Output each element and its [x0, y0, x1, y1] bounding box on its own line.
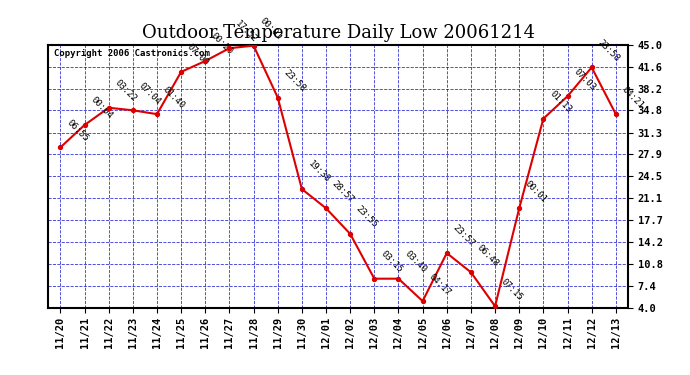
Point — [490, 303, 501, 309]
Text: 04:21: 04:21 — [620, 85, 645, 110]
Point — [248, 43, 259, 49]
Point — [79, 122, 90, 128]
Text: 07:03: 07:03 — [572, 67, 597, 92]
Point — [513, 205, 524, 211]
Text: 07:15: 07:15 — [500, 277, 524, 302]
Text: 06:48: 06:48 — [475, 243, 500, 268]
Point — [393, 276, 404, 282]
Text: 19:38: 19:38 — [306, 159, 331, 185]
Point — [127, 107, 138, 113]
Text: 06:55: 06:55 — [65, 118, 90, 143]
Text: 01:13: 01:13 — [548, 89, 573, 114]
Point — [586, 64, 597, 70]
Text: 01:40: 01:40 — [161, 85, 186, 110]
Text: 00:01: 00:01 — [524, 179, 549, 204]
Point — [610, 111, 621, 117]
Text: 07:04: 07:04 — [137, 81, 162, 106]
Point — [152, 111, 163, 117]
Point — [368, 276, 380, 282]
Text: 00:20: 00:20 — [210, 32, 235, 57]
Title: Outdoor Temperature Daily Low 20061214: Outdoor Temperature Daily Low 20061214 — [141, 24, 535, 42]
Text: 04:17: 04:17 — [427, 272, 452, 297]
Text: 07:09: 07:09 — [186, 42, 210, 68]
Text: 03:15: 03:15 — [379, 249, 404, 274]
Text: Copyright 2006 Castronics.com: Copyright 2006 Castronics.com — [54, 49, 210, 58]
Point — [200, 58, 211, 64]
Point — [442, 250, 453, 256]
Text: 17:52: 17:52 — [234, 19, 259, 44]
Point — [272, 94, 284, 100]
Point — [344, 231, 356, 237]
Point — [538, 116, 549, 122]
Text: 03:40: 03:40 — [403, 249, 428, 274]
Point — [562, 93, 573, 99]
Text: 23:55: 23:55 — [355, 204, 380, 230]
Text: 28:57: 28:57 — [331, 179, 355, 204]
Point — [320, 205, 331, 211]
Text: 23:57: 23:57 — [451, 224, 476, 249]
Text: 00:01: 00:01 — [258, 16, 283, 42]
Point — [55, 144, 66, 150]
Point — [465, 269, 476, 275]
Point — [297, 186, 308, 192]
Point — [104, 105, 115, 111]
Text: 03:22: 03:22 — [113, 78, 138, 104]
Text: 23:58: 23:58 — [282, 68, 307, 93]
Text: 23:58: 23:58 — [596, 38, 621, 63]
Point — [417, 298, 428, 304]
Point — [175, 69, 186, 75]
Text: 00:04: 00:04 — [89, 96, 114, 121]
Point — [224, 45, 235, 51]
